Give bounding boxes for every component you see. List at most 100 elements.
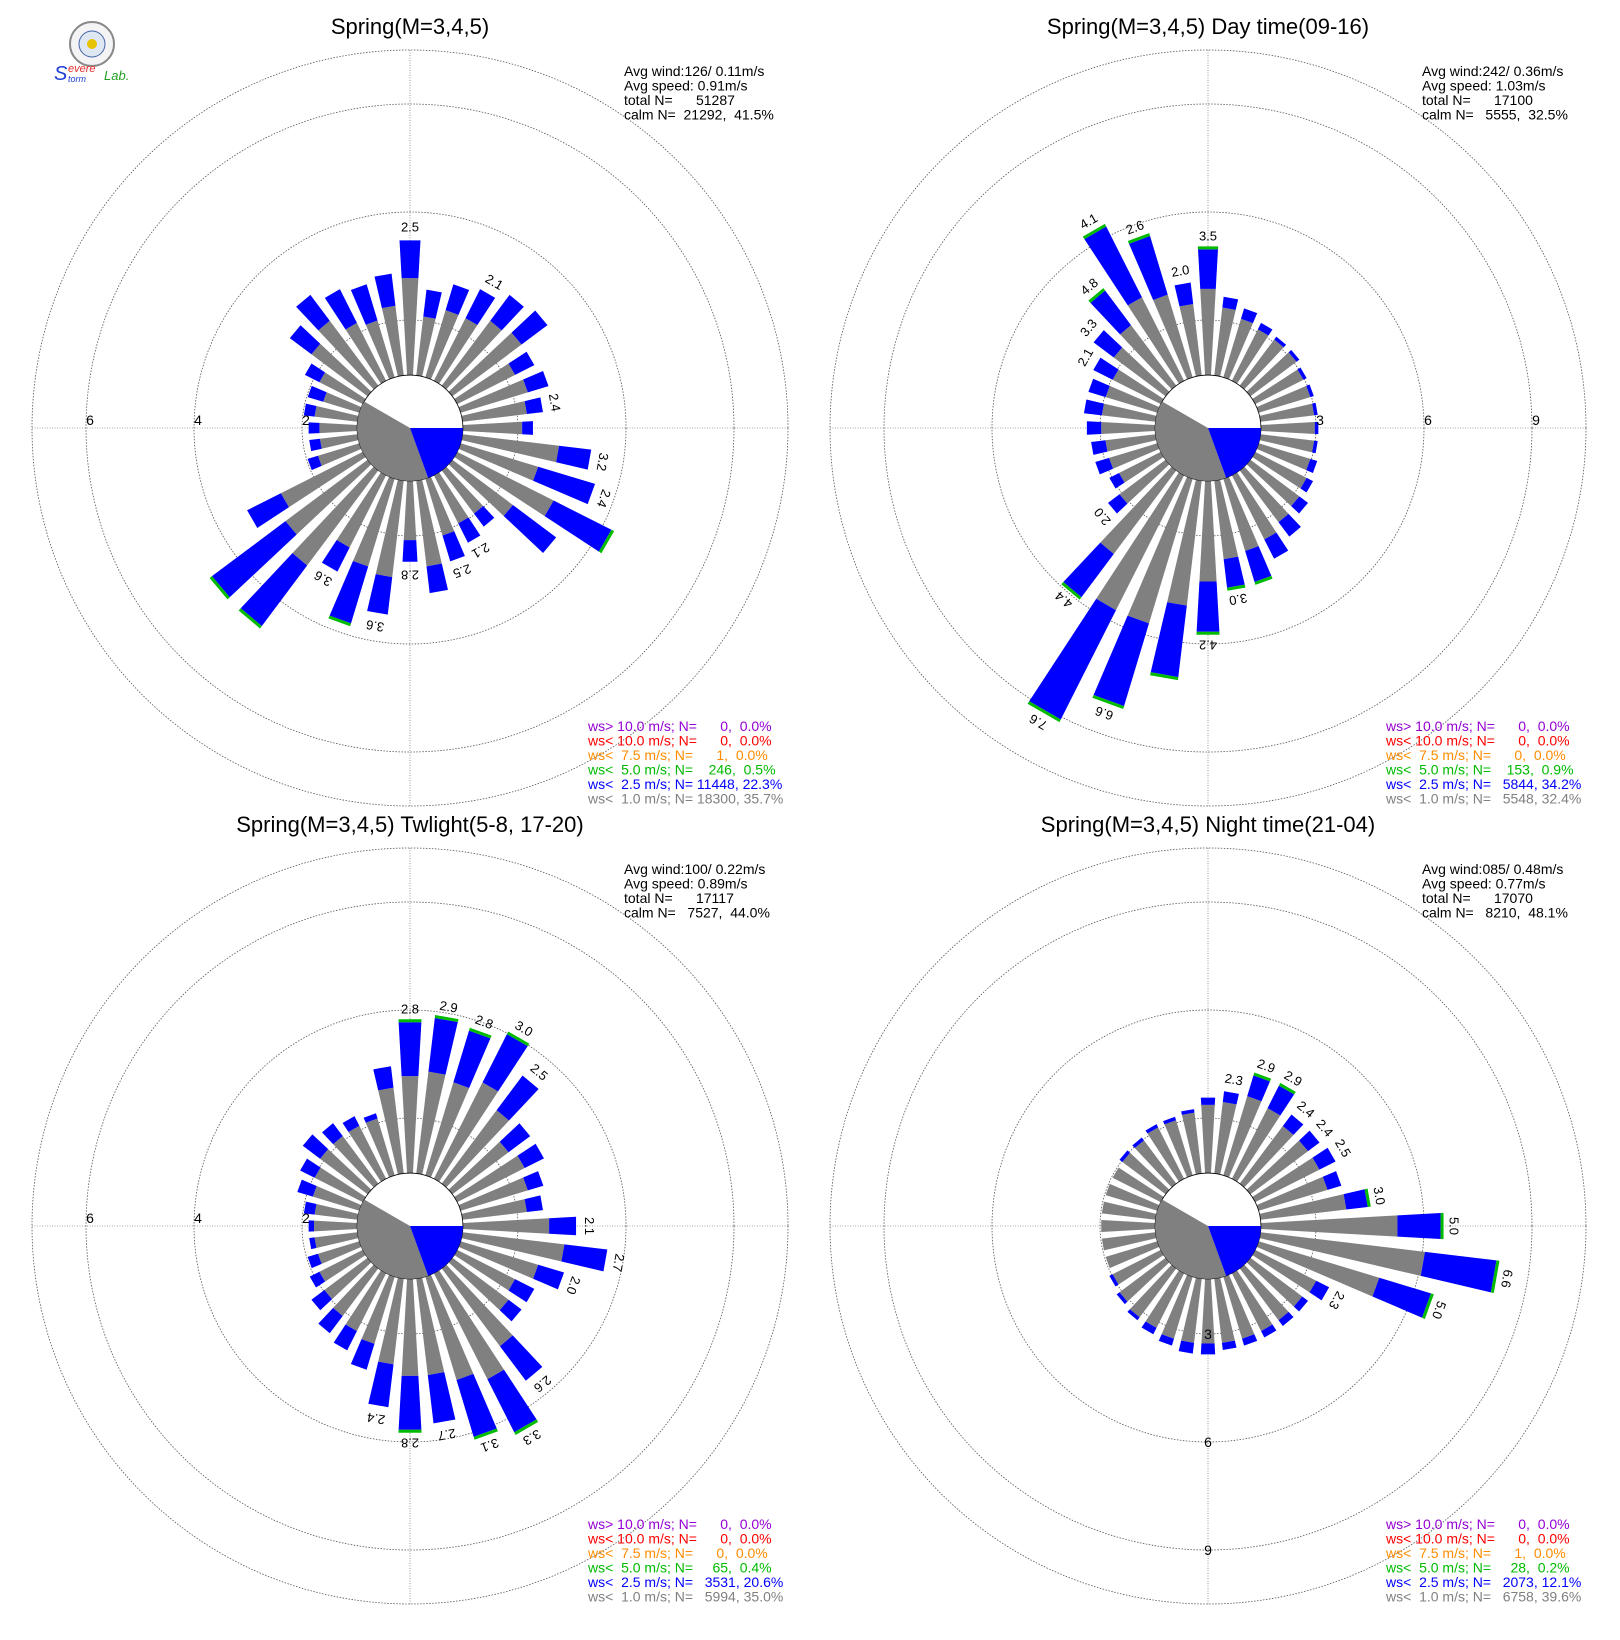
sector-bar-gray: [1153, 294, 1193, 380]
sector-bar-gray: [1119, 459, 1170, 504]
legend-entry: ws< 7.5 m/s; N= 1, 0.0%: [587, 747, 768, 763]
sector-bar-gray: [320, 1149, 372, 1195]
sector-bar-gray: [1112, 1167, 1164, 1203]
sector-value-label: 2.8: [401, 1001, 419, 1016]
stat-avg-wind: Avg wind:085/ 0.48m/s: [1422, 861, 1563, 877]
sector-bar-blue: [240, 553, 308, 627]
sector-bar-gray: [333, 1136, 379, 1188]
sector-bar-gray: [403, 480, 417, 541]
sector-bar-blue: [311, 1290, 333, 1311]
sector-bar-blue: [1274, 336, 1287, 348]
sector-bar-blue: [1299, 1130, 1320, 1152]
sector-bar-blue: [303, 1201, 317, 1215]
sector-bar-blue: [445, 284, 470, 315]
calm-sector-gray: [357, 401, 429, 481]
ring-tick-label: 6: [1424, 412, 1432, 428]
sector-bar-gray: [1105, 1183, 1160, 1211]
sector-bar-green: [1227, 584, 1246, 591]
stat-avg-speed: Avg speed: 0.77m/s: [1422, 876, 1545, 892]
sector-bar-blue: [1242, 1334, 1258, 1346]
calm-disc: [356, 1172, 464, 1280]
sector-value-label: 2.1: [469, 540, 492, 562]
sector-bar-green: [1490, 1260, 1500, 1294]
sector-bar-green: [1027, 701, 1061, 723]
sector-value-label: 2.8: [401, 1436, 419, 1451]
sector-bar-gray: [352, 476, 395, 567]
sector-value-label: 2.4: [1294, 1098, 1317, 1121]
sector-bar-blue: [487, 1369, 537, 1433]
sector-bar-green: [1278, 1082, 1296, 1095]
sector-value-label: 2.4: [366, 1410, 386, 1428]
legend-entry: ws< 7.5 m/s; N= 1, 0.0%: [1385, 1545, 1566, 1561]
sector-bar-gray: [1223, 476, 1259, 552]
sector-bar-blue: [1267, 1085, 1295, 1116]
sector-bar-blue: [309, 438, 322, 452]
grid-ring: [883, 901, 1533, 1551]
sector-bar-blue: [247, 493, 289, 528]
sector-value-label: 2.6: [1124, 217, 1146, 237]
sector-value-label: 2.5: [451, 561, 473, 581]
ring-tick-label: 9: [1204, 1542, 1212, 1558]
stat-avg-wind: Avg wind:100/ 0.22m/s: [624, 861, 765, 877]
sector-bar-blue: [1223, 556, 1245, 588]
sector-bar-blue: [373, 1066, 394, 1091]
sector-bar-blue: [1222, 296, 1239, 310]
lab-logo: S evere torm Lab.: [54, 21, 129, 85]
sector-bar-gray: [314, 1220, 358, 1232]
sector-bar-gray: [1246, 1140, 1309, 1195]
sector-bar-blue: [465, 289, 496, 325]
calm-sector-blue: [410, 1226, 463, 1276]
ring-tick-label: 3: [1316, 412, 1324, 428]
sector-bar-gray: [454, 1249, 516, 1291]
sector-bar-blue: [1158, 1334, 1174, 1346]
sector-bar-green: [598, 529, 615, 554]
sector-bar-blue: [522, 421, 533, 435]
sector-bar-gray: [1118, 451, 1164, 483]
sector-bar-blue: [1083, 399, 1104, 416]
lab-logo-word-lab: Lab.: [104, 68, 129, 83]
sector-bar-green: [398, 1019, 422, 1023]
sector-value-label: 6.6: [1498, 1269, 1516, 1289]
sector-value-label: 5.0: [1429, 1299, 1449, 1321]
sector-value-label: 3.0: [1228, 590, 1248, 608]
sector-bar-gray: [1252, 451, 1307, 489]
legend-entry: ws< 2.5 m/s; N= 3531, 20.6%: [587, 1574, 783, 1590]
sector-bar-gray: [401, 1076, 419, 1174]
sector-bar-blue: [561, 1244, 608, 1272]
sector-bar-gray: [348, 1125, 387, 1182]
sector-bar-gray: [425, 476, 455, 536]
sector-bar-gray: [1105, 1241, 1160, 1269]
sector-bar-gray: [319, 1249, 366, 1282]
lab-logo-emblem-core: [87, 39, 97, 49]
sector-bar-gray: [292, 466, 379, 566]
grid-ring: [85, 901, 735, 1551]
sector-bar-gray: [375, 479, 404, 578]
sector-bar-blue: [1093, 357, 1119, 380]
sector-bar-blue: [508, 1279, 535, 1303]
sector-bar-gray: [458, 443, 539, 481]
ring-tick-label: 4: [194, 1210, 202, 1226]
calm-sector-gray: [1155, 1199, 1227, 1279]
sector-bar-green: [398, 1429, 422, 1433]
panel-title: Spring(M=3,4,5) Twlight(5-8, 17-20): [236, 812, 583, 837]
sector-bar-gray: [1105, 434, 1157, 452]
sector-bar-blue: [308, 1220, 315, 1232]
sector-bar-gray: [1239, 1125, 1294, 1188]
sector-bar-gray: [336, 472, 387, 548]
legend-entry: ws< 2.5 m/s; N= 2073, 12.1%: [1385, 1574, 1581, 1590]
sector-bar-blue: [309, 1271, 326, 1288]
sector-bar-gray: [314, 1167, 366, 1203]
sector-bar-blue: [1091, 440, 1108, 455]
sector-value-label: 4.2: [1199, 638, 1217, 653]
sector-bar-blue: [1306, 384, 1314, 398]
sector-bar-gray: [1101, 1201, 1157, 1220]
stat-total: total N= 17070: [1422, 890, 1533, 906]
sector-value-label: 2.9: [438, 998, 458, 1016]
legend-entry: ws< 10.0 m/s; N= 0, 0.0%: [587, 1531, 772, 1547]
calm-disc: [356, 374, 464, 482]
sector-bar-gray: [1214, 307, 1236, 377]
sector-bar-blue: [1132, 1137, 1144, 1149]
sector-bar-blue: [1198, 249, 1218, 289]
sector-bar-gray: [1252, 369, 1304, 405]
stat-avg-speed: Avg speed: 0.91m/s: [624, 78, 747, 94]
